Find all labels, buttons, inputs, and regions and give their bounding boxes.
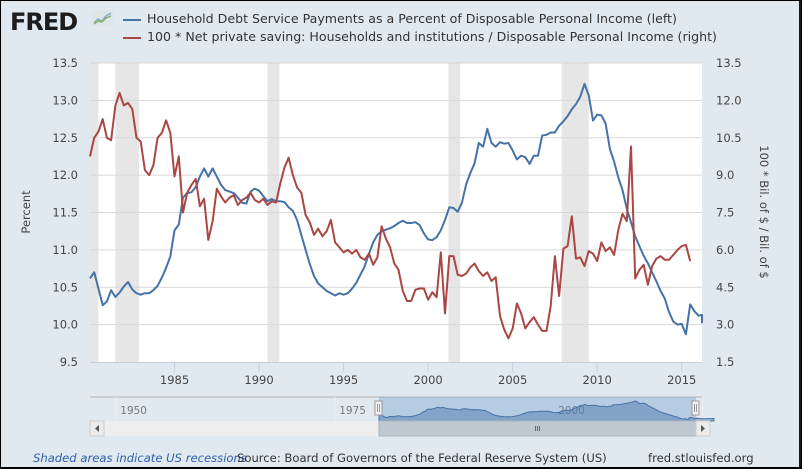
y-tick-label-left: 12.5 (52, 131, 78, 145)
y-tick-label-left: 13.5 (52, 56, 78, 70)
x-tick-label: 2005 (498, 373, 527, 387)
x-tick-label: 2010 (583, 373, 612, 387)
y-axis-left: 9.5 10.0 10.5 11.0 11.5 12.0 12.5 13.0 13.5 (52, 56, 78, 369)
legend-item-debt-service[interactable]: Household Debt Service Payments as a Per… (123, 11, 677, 26)
series-lines (89, 82, 703, 340)
x-tick-label: 2015 (667, 373, 696, 387)
x-tick-label: 1990 (244, 373, 273, 387)
navigator-handle-right[interactable] (691, 400, 700, 416)
y-tick-label-right: 13.5 (716, 56, 742, 70)
y-tick-label-right: 10.5 (716, 131, 742, 145)
y-tick-label-left: 10.5 (52, 280, 78, 294)
x-axis: 1985 1990 1995 2000 2005 2010 2015 (160, 362, 696, 387)
series-line-debt-service (89, 82, 703, 336)
y-tick-label-left: 11.0 (52, 243, 78, 257)
recession-note: Shaded areas indicate US recessions (33, 451, 247, 465)
y-tick-label-right: 4.5 (716, 280, 734, 294)
navigator[interactable]: 1950 1975 2000 (89, 396, 715, 437)
y-tick-label-right: 9.0 (716, 168, 734, 182)
legend-item-net-saving[interactable]: 100 * Net private saving: Households and… (123, 29, 717, 44)
y-tick-label-right: 6.0 (716, 243, 734, 257)
navigator-handle-left[interactable] (374, 400, 383, 416)
y-tick-label-left: 13.0 (52, 93, 78, 107)
navigator-label: 2000 (558, 405, 585, 417)
y-axis-right: 1.5 3.0 4.5 6.0 7.5 9.0 10.5 12.0 13.5 (716, 56, 742, 369)
y-axis-right-title: 100 * Bil. of $ / Bil. of $ (757, 145, 771, 279)
x-tick-label: 1985 (160, 373, 189, 387)
y-axis-left-title: Percent (19, 190, 33, 234)
arrow-right-icon (701, 425, 705, 432)
y-tick-label-left: 9.5 (60, 355, 78, 369)
site-link[interactable]: fred.stlouisfed.org (648, 451, 754, 465)
y-tick-label-left: 11.5 (52, 206, 78, 220)
fred-chart-icon (92, 10, 114, 26)
series-line-net-saving (89, 91, 692, 340)
x-tick-label: 1995 (329, 373, 358, 387)
y-tick-label-right: 1.5 (716, 355, 734, 369)
x-tick-label: 2000 (413, 373, 442, 387)
legend-label: 100 * Net private saving: Households and… (147, 29, 717, 44)
source-note: Source: Board of Governors of the Federa… (237, 451, 607, 465)
legend-swatch-red (123, 36, 141, 39)
navigator-label: 1975 (339, 405, 366, 417)
arrow-left-icon (95, 425, 99, 432)
gridlines (90, 62, 702, 363)
navigator-series-area (378, 400, 715, 422)
y-tick-label-left: 10.0 (52, 318, 78, 332)
y-tick-label-right: 3.0 (716, 318, 734, 332)
y-tick-label-right: 7.5 (716, 206, 734, 220)
legend-label: Household Debt Service Payments as a Per… (147, 11, 677, 26)
fred-logo[interactable]: FRED (10, 8, 78, 36)
legend-swatch-blue (123, 18, 141, 21)
y-tick-label-left: 12.0 (52, 168, 78, 182)
navigator-label: 1950 (120, 405, 147, 417)
y-tick-label-right: 12.0 (716, 93, 742, 107)
